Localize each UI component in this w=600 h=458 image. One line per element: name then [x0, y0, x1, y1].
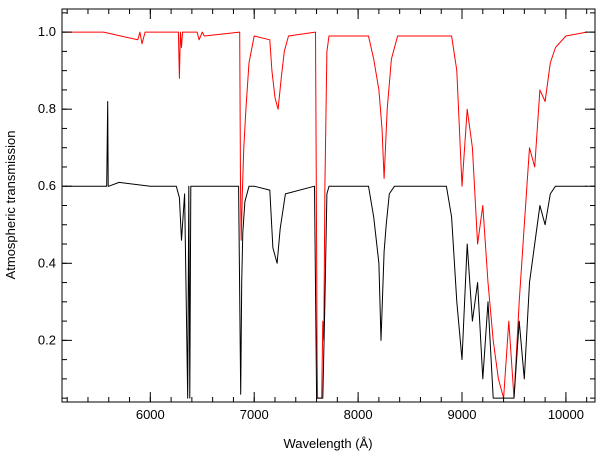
y-tick-label: 0.8: [38, 101, 56, 116]
plot-frame: [61, 8, 596, 403]
ticks-layer: 6000 7000 8000 9000 10000 0.2 0.4 0.6 0.8 1.0: [38, 9, 595, 422]
y-tick-label: 0.2: [38, 332, 56, 347]
y-tick-label: 1.0: [38, 24, 56, 39]
x-tick-label: 9000: [448, 407, 477, 422]
x-tick-label: 10000: [548, 407, 584, 422]
x-tick-label: 8000: [344, 407, 373, 422]
series-layer: [62, 31, 587, 399]
y-axis-label: Atmospheric transmission: [3, 131, 18, 280]
x-axis-label: Wavelength (Å): [283, 436, 372, 451]
y-tick-label: 0.4: [38, 255, 56, 270]
y-tick-label: 0.6: [38, 178, 56, 193]
x-tick-label: 6000: [136, 407, 165, 422]
x-tick-label: 7000: [240, 407, 269, 422]
series-line-2: [65, 101, 587, 399]
